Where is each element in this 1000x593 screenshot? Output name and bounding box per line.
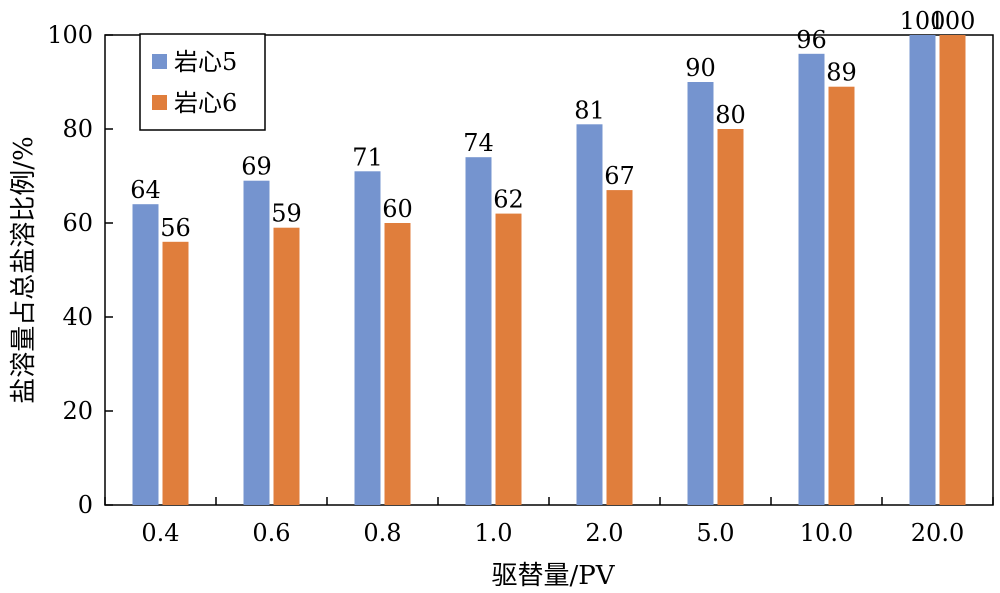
legend-swatch-series-1 (152, 54, 167, 69)
data-label-series-2: 100 (930, 7, 976, 35)
y-tick-label: 80 (62, 115, 93, 143)
y-tick-label: 100 (47, 21, 93, 49)
x-tick-label: 0.6 (252, 519, 290, 547)
legend-swatch-series-2 (152, 95, 167, 110)
bar-series-1 (798, 53, 825, 506)
bar-series-2 (606, 190, 633, 505)
x-tick-label: 2.0 (585, 519, 623, 547)
x-axis: 0.4 0.6 0.8 1.0 2.0 5.0 10.0 20.0 (104, 497, 994, 547)
data-label-series-2: 89 (826, 59, 857, 87)
y-axis: 0 20 40 60 80 100 (47, 21, 113, 519)
data-label-series-2: 60 (382, 195, 413, 223)
legend-frame (139, 33, 266, 131)
data-label-series-1: 90 (685, 54, 716, 82)
bar-series-2 (162, 241, 189, 506)
y-tick-label: 40 (62, 303, 93, 331)
data-label-series-2: 62 (493, 186, 524, 214)
data-label-series-2: 67 (604, 162, 635, 190)
legend-label-series-1: 岩心5 (174, 48, 237, 76)
data-label-series-1: 81 (574, 96, 605, 124)
x-tick-label: 0.4 (141, 519, 179, 547)
data-label-series-1: 64 (130, 176, 161, 204)
data-label-series-2: 80 (715, 101, 746, 129)
data-label-series-2: 59 (271, 200, 302, 228)
y-axis-title: 盐溶量占总盐溶比例/% (9, 136, 39, 403)
x-tick-label: 1.0 (474, 519, 512, 547)
bars (132, 35, 966, 506)
x-tick-label: 20.0 (911, 519, 964, 547)
x-tick-label: 10.0 (800, 519, 853, 547)
x-tick-label: 5.0 (696, 519, 734, 547)
y-tick-label: 60 (62, 209, 93, 237)
y-tick-label: 20 (62, 397, 93, 425)
y-tick-label: 0 (78, 491, 93, 519)
data-label-series-1: 74 (463, 129, 494, 157)
bar-series-2 (384, 223, 411, 505)
bar-series-1 (465, 157, 492, 505)
data-label-series-1: 100 (900, 7, 946, 35)
data-label-series-2: 56 (160, 214, 191, 242)
legend: 岩心5 岩心6 (139, 33, 266, 131)
bar-series-1 (909, 35, 936, 505)
bar-series-2 (717, 129, 744, 505)
data-label-series-1: 96 (796, 26, 827, 54)
bar-series-2 (939, 35, 966, 505)
bar-series-2 (828, 86, 855, 505)
bar-series-1 (687, 82, 714, 505)
data-label-series-1: 69 (241, 153, 272, 181)
bar-series-1 (576, 124, 603, 506)
data-labels: 64 69 71 74 81 90 96 100 56 59 60 62 67 80 89 100 (130, 7, 975, 242)
bar-series-1 (243, 180, 270, 505)
bar-series-2 (273, 227, 300, 505)
x-tick-label: 0.8 (363, 519, 401, 547)
legend-label-series-2: 岩心6 (174, 89, 237, 117)
bar-series-1 (354, 171, 381, 506)
data-label-series-1: 71 (352, 143, 383, 171)
bar-series-2 (495, 213, 522, 505)
x-axis-title: 驱替量/PV (491, 561, 615, 591)
bar-series-1 (132, 204, 159, 505)
